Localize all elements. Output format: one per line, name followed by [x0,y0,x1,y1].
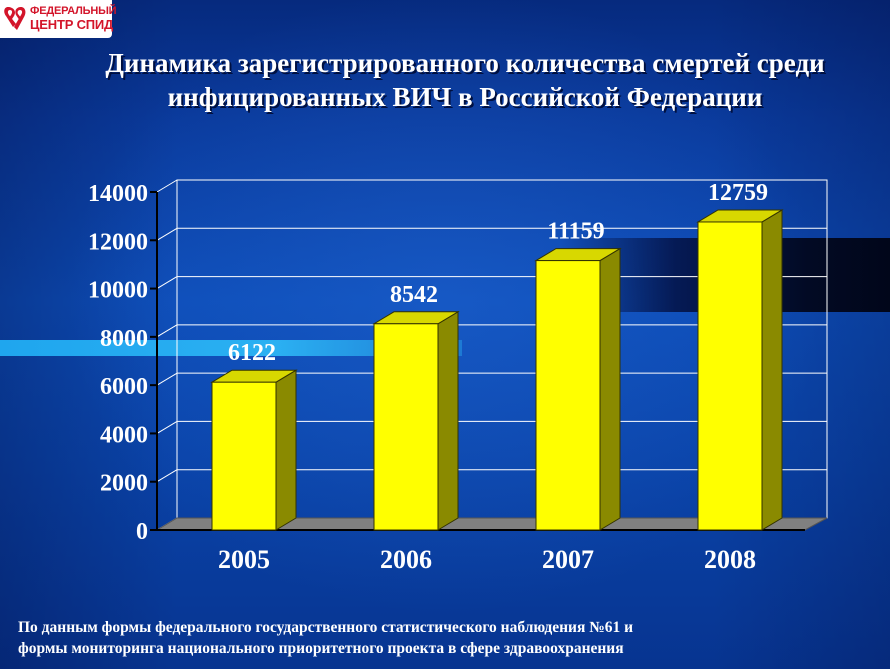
bar-2005 [211,381,277,531]
x-tick-label-2005: 2005 [218,545,270,574]
x-tick-label-2007: 2007 [542,545,594,574]
red-ribbon-icon [4,7,26,30]
y-tick-label: 2000 [100,471,148,497]
title-line-2: инфицированных ВИЧ в Российской Федераци… [167,82,763,112]
footnote-line-2: формы мониторинга национального приорите… [18,640,624,657]
data-label-2005: 6122 [228,340,276,366]
logo-line-2: ЦЕНТР СПИД [30,17,114,32]
footnote-line-1: По данным формы федерального государстве… [18,619,634,636]
y-tick-label: 14000 [88,181,148,207]
bar-side-face [599,247,621,531]
y-tick-label: 8000 [100,326,148,352]
side-wall-line [156,227,178,241]
data-label-2006: 8542 [390,282,438,308]
bar-side-face [437,310,459,531]
side-wall-line [156,420,178,434]
x-tick-label-2008: 2008 [704,545,756,574]
side-wall-line [156,324,178,338]
bar-side-face [761,209,783,531]
y-tick-label: 4000 [100,422,148,448]
side-wall-line [156,276,178,290]
decorative-light-stripe [0,340,462,356]
y-tick-label: 10000 [88,278,148,304]
side-wall-line [156,469,178,483]
y-tick-label: 6000 [100,374,148,400]
data-label-2008: 12759 [708,180,768,206]
source-footnote: По данным формы федерального государстве… [18,617,878,659]
y-tick-label: 12000 [88,229,148,255]
bar-2006 [373,323,439,531]
y-tick-label: 0 [136,519,148,545]
side-wall-line [156,372,178,386]
side-wall-line [156,179,178,193]
title-line-1: Динамика зарегистрированного количества … [105,48,825,78]
x-tick-label-2006: 2006 [380,545,432,574]
bar-side-face [275,369,297,531]
federal-aids-center-logo: ФЕДЕРАЛЬНЫЙ ЦЕНТР СПИД [0,0,117,38]
bar-2007 [535,260,601,531]
page-title: Динамика зарегистрированного количества … [40,46,890,114]
bar-2008 [697,221,763,531]
logo-line-1: ФЕДЕРАЛЬНЫЙ [30,5,117,17]
data-label-2007: 11159 [547,219,604,245]
